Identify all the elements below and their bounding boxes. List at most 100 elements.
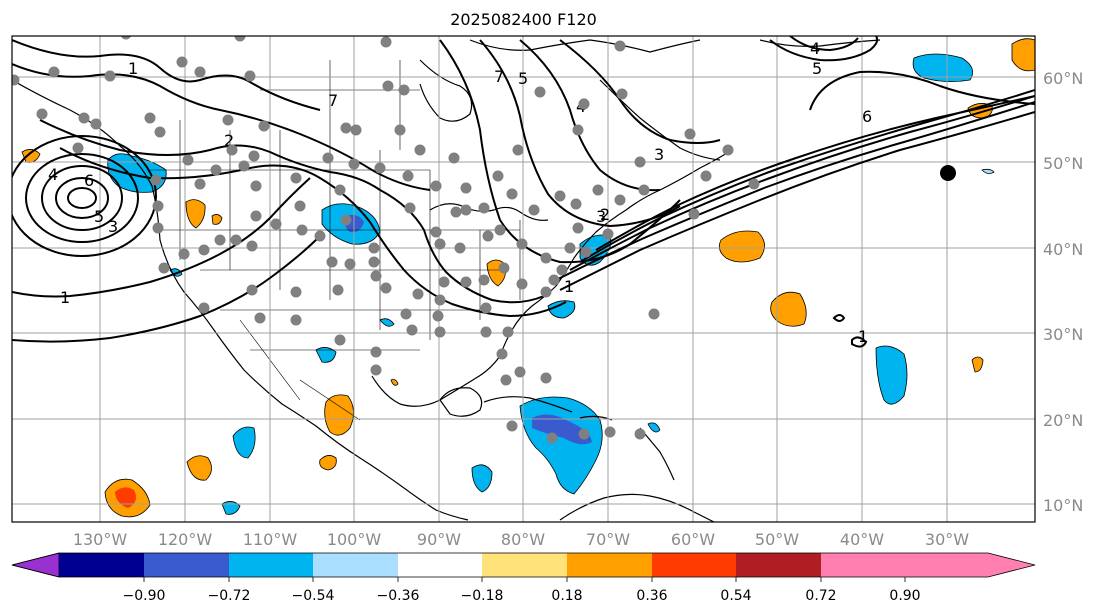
colorbar: −0.90 −0.72 −0.54 −0.36 −0.18 0.18 0.36 … bbox=[11, 552, 1036, 604]
colorbar-segment bbox=[144, 553, 229, 577]
lon-tick-label: 130°W bbox=[73, 530, 128, 549]
station-dot bbox=[350, 124, 362, 136]
contour-line bbox=[519, 39, 661, 192]
station-dot bbox=[478, 274, 490, 286]
station-dot bbox=[502, 326, 514, 338]
station-dot bbox=[434, 294, 446, 306]
station-dot bbox=[604, 426, 616, 438]
station-dot bbox=[638, 184, 650, 196]
station-dot bbox=[158, 262, 170, 274]
station-dot bbox=[528, 204, 540, 216]
station-layer bbox=[12, 36, 760, 444]
station-dot bbox=[374, 162, 386, 174]
contour-line bbox=[25, 153, 139, 243]
shading-layer bbox=[21, 38, 1035, 518]
colorbar-label: 0.72 bbox=[805, 588, 836, 604]
station-dot bbox=[48, 66, 60, 78]
station-dot bbox=[78, 112, 90, 124]
colorbar-segment bbox=[313, 553, 398, 577]
station-dot bbox=[194, 178, 206, 190]
station-dot bbox=[246, 284, 258, 296]
station-dot bbox=[684, 128, 696, 140]
station-dot bbox=[290, 286, 302, 298]
station-dot bbox=[36, 108, 48, 120]
station-dot bbox=[514, 366, 526, 378]
station-dot bbox=[634, 428, 646, 440]
station-dot bbox=[578, 428, 590, 440]
latitude-axis: 60°N 50°N 40°N 30°N 20°N 10°N bbox=[1043, 69, 1083, 515]
colorbar-extend-right bbox=[905, 553, 1035, 577]
positive-anomaly-region bbox=[1011, 38, 1035, 72]
contour-line bbox=[559, 39, 721, 144]
negative-anomaly-region bbox=[532, 414, 592, 445]
station-dot bbox=[430, 180, 442, 192]
negative-anomaly-region bbox=[471, 464, 493, 493]
station-dot bbox=[334, 184, 346, 196]
station-dot bbox=[494, 224, 506, 236]
map-title: 2025082400 F120 bbox=[450, 10, 597, 29]
station-dot bbox=[634, 156, 646, 168]
station-dot bbox=[496, 348, 508, 360]
station-dot bbox=[234, 36, 246, 42]
station-dot bbox=[326, 256, 338, 268]
station-dot bbox=[534, 86, 546, 98]
colorbar-label: −0.72 bbox=[208, 588, 251, 604]
longitude-axis: 130°W 120°W 110°W 100°W 90°W 80°W 70°W 6… bbox=[73, 530, 969, 549]
station-dot bbox=[480, 326, 492, 338]
station-dot bbox=[572, 222, 584, 234]
contour-line bbox=[555, 101, 1035, 281]
station-dot bbox=[412, 288, 424, 300]
gulf-coast bbox=[371, 329, 513, 407]
station-dot bbox=[434, 238, 446, 250]
lon-tick-label: 40°W bbox=[840, 530, 884, 549]
contour-line bbox=[559, 111, 1035, 291]
station-dot bbox=[478, 202, 490, 214]
station-dot bbox=[602, 228, 614, 240]
station-dot bbox=[222, 114, 234, 126]
station-dot bbox=[460, 182, 472, 194]
station-dot bbox=[214, 234, 226, 246]
station-dot bbox=[152, 200, 164, 212]
contour-line bbox=[851, 336, 868, 348]
contour-line bbox=[12, 39, 321, 111]
contour-label: 6 bbox=[862, 107, 872, 126]
east-coast bbox=[511, 149, 733, 331]
contour-label: 1 bbox=[128, 59, 138, 78]
positive-anomaly-region bbox=[115, 487, 136, 508]
station-dot bbox=[150, 174, 162, 186]
positive-anomaly-region bbox=[390, 379, 399, 386]
contour-label: 5 bbox=[518, 69, 528, 88]
lon-tick-label: 30°W bbox=[925, 530, 969, 549]
station-dot bbox=[238, 160, 250, 172]
contour-line bbox=[769, 36, 879, 62]
station-dot bbox=[578, 98, 590, 110]
contour-line bbox=[789, 36, 859, 52]
station-dot bbox=[572, 124, 584, 136]
colorbar-label: 0.36 bbox=[636, 588, 667, 604]
station-dot bbox=[398, 84, 410, 96]
south-america-coast bbox=[559, 493, 715, 522]
lat-tick-label: 60°N bbox=[1043, 69, 1083, 88]
contour-line bbox=[12, 63, 431, 191]
contour-line bbox=[12, 235, 321, 343]
positive-anomaly-region bbox=[718, 230, 765, 263]
lon-tick-label: 50°W bbox=[755, 530, 799, 549]
station-dot bbox=[296, 224, 308, 236]
station-dot bbox=[380, 36, 392, 48]
station-dot bbox=[592, 184, 604, 196]
hudson-bay bbox=[419, 59, 473, 122]
station-dot bbox=[348, 158, 360, 170]
station-dot bbox=[380, 282, 392, 294]
positive-anomaly-region bbox=[185, 199, 206, 229]
station-dot bbox=[244, 70, 256, 82]
lat-tick-label: 10°N bbox=[1043, 496, 1083, 515]
yucatan bbox=[439, 387, 483, 417]
station-dot bbox=[614, 194, 626, 206]
colorbar-segment bbox=[482, 553, 567, 577]
station-dot bbox=[198, 302, 210, 314]
lon-tick-label: 70°W bbox=[586, 530, 630, 549]
station-dot bbox=[176, 56, 188, 68]
contour-label: 7 bbox=[494, 67, 504, 86]
station-dot bbox=[178, 248, 190, 260]
